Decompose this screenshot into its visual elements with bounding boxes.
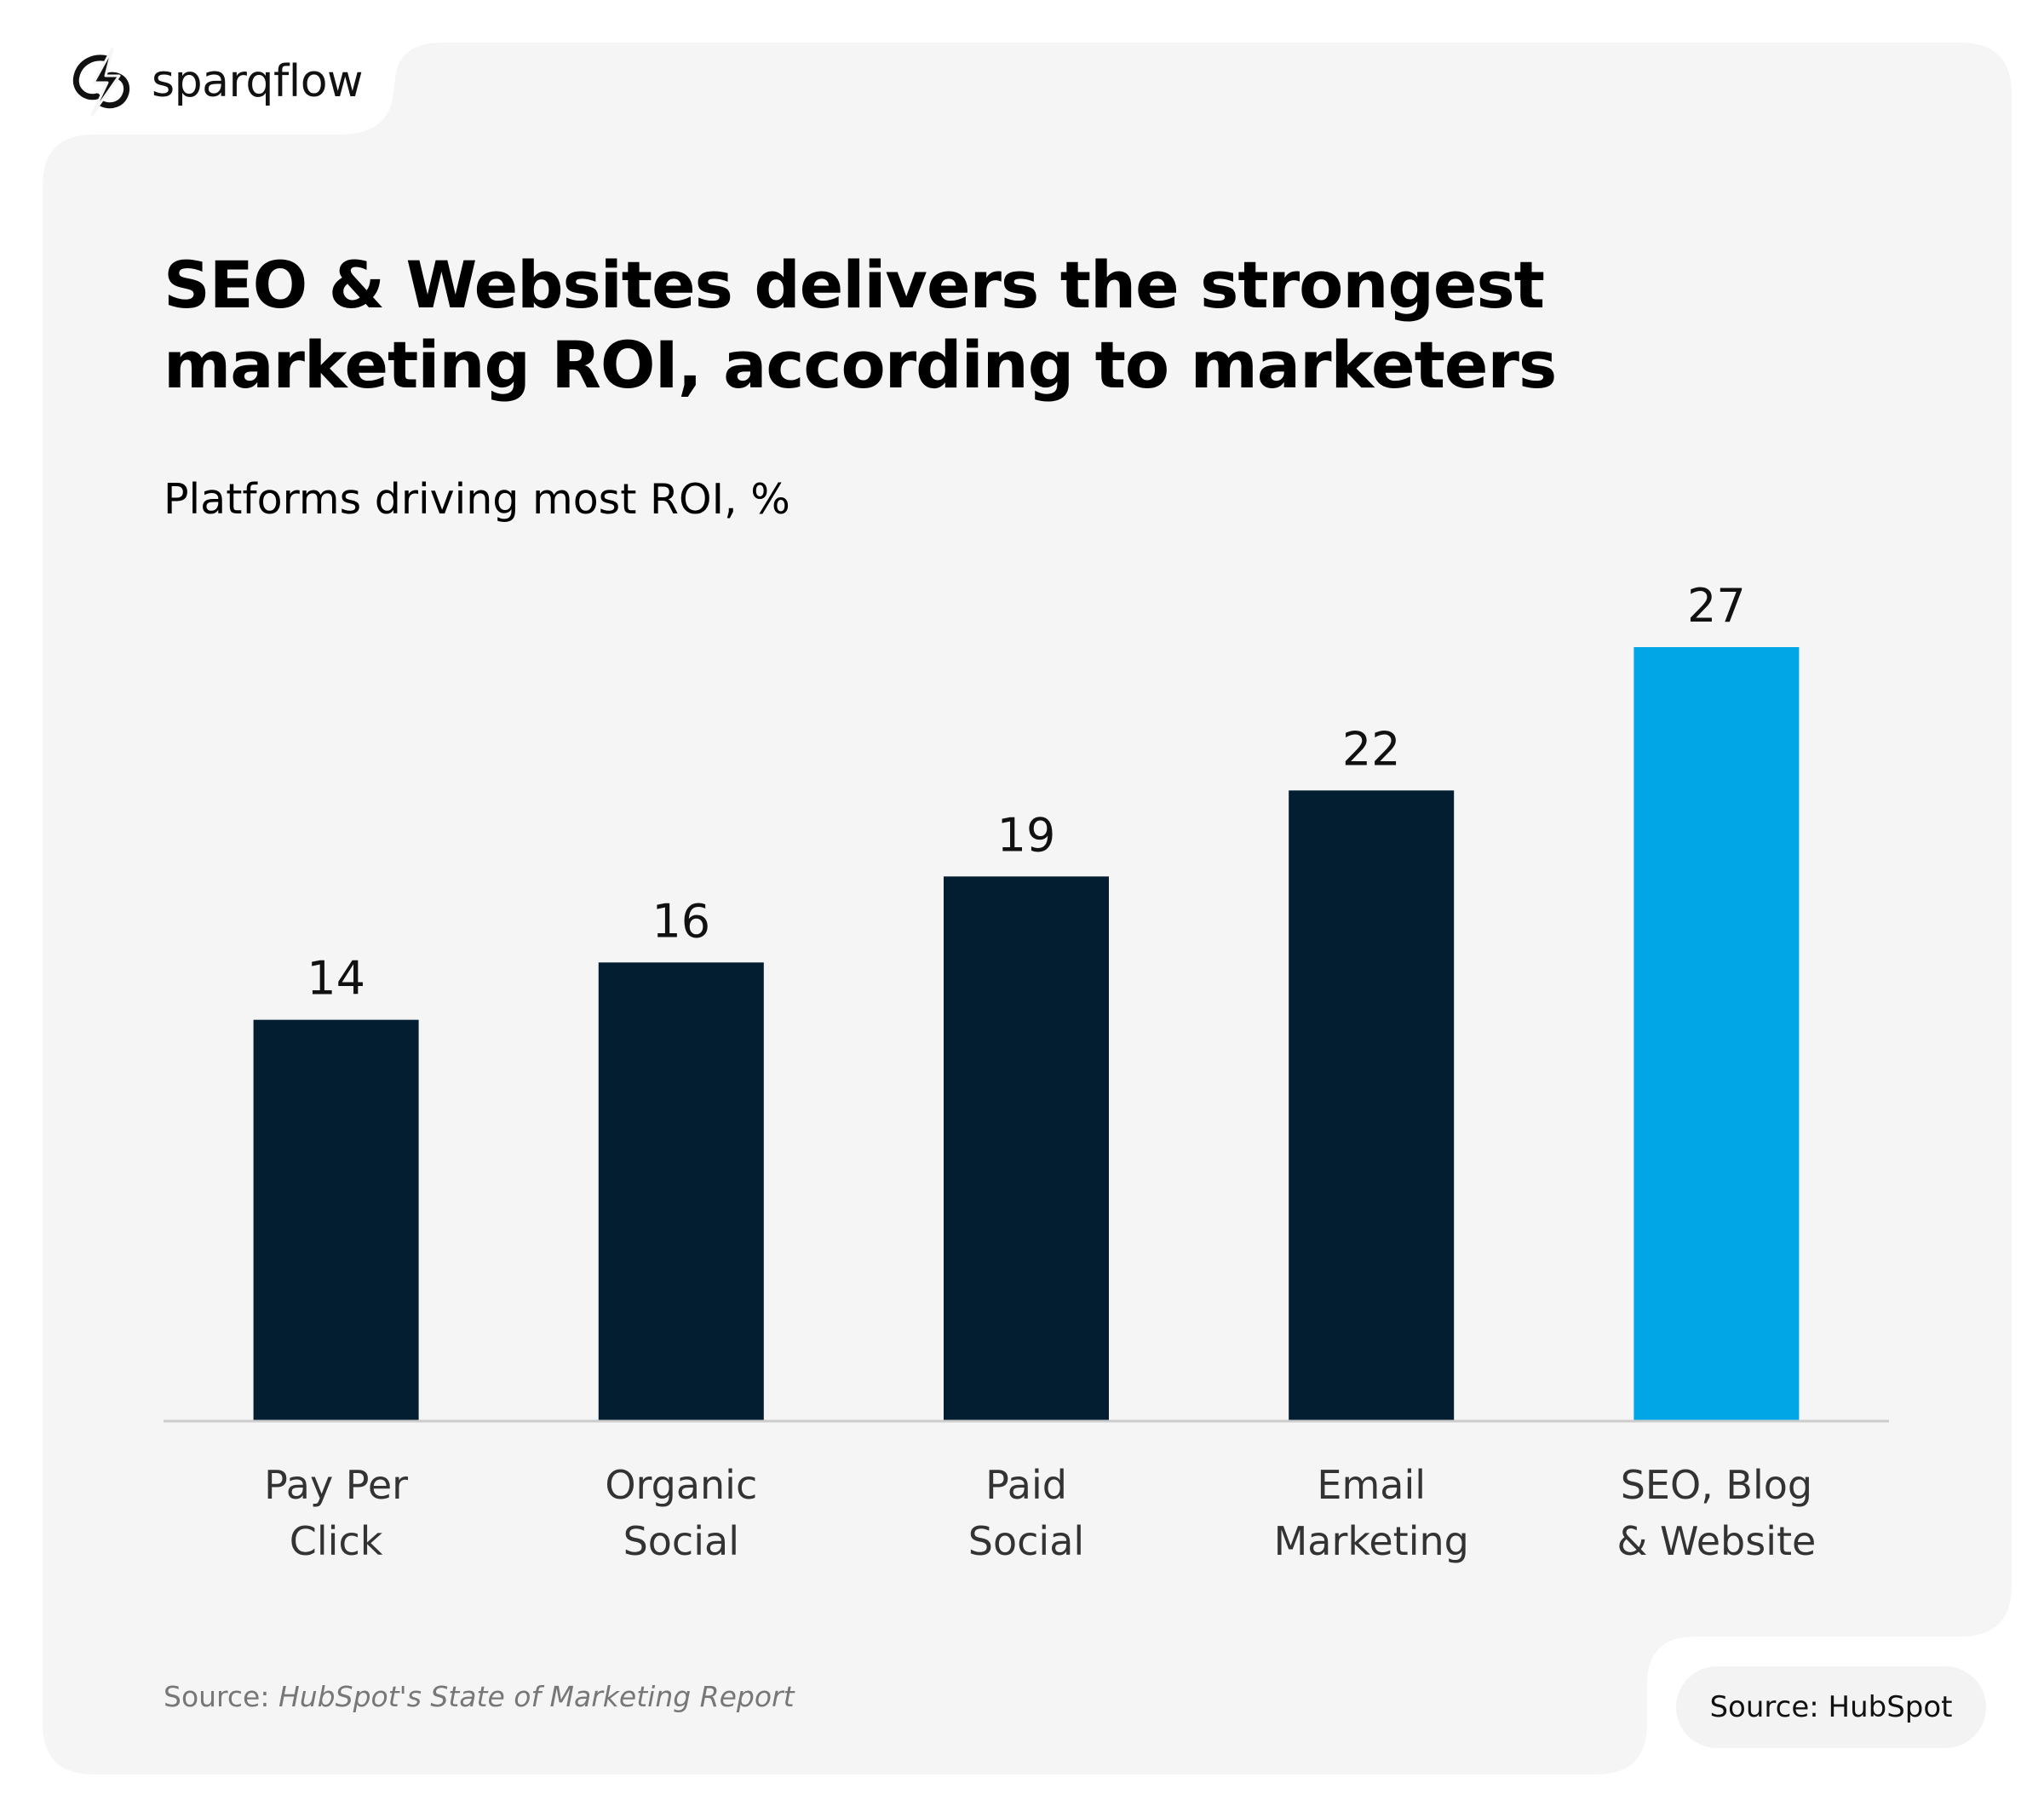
tick-label-3: Paid Social <box>968 1462 1084 1564</box>
bar-2 <box>598 962 764 1421</box>
source-prefix: Source: <box>164 1680 278 1713</box>
tick-label-1: Pay Per Click <box>264 1462 408 1564</box>
data-label-4: 22 <box>1342 722 1401 776</box>
tick-label-2: Organic Social <box>605 1462 757 1564</box>
bar-3 <box>944 876 1109 1421</box>
brand: sparqflow <box>63 41 364 123</box>
source-publication: HubSpot's State of Marketing Report <box>278 1680 795 1713</box>
data-label-1: 14 <box>307 952 365 1006</box>
sparqflow-bolt-logo-icon <box>72 47 130 117</box>
source-badge: Source: HubSpot <box>1676 1666 1986 1748</box>
data-label-2: 16 <box>652 894 710 948</box>
tick-label-5: SEO, Blog & Website <box>1616 1462 1816 1564</box>
bar-4 <box>1289 790 1455 1421</box>
tick-label-4: Email Marketing <box>1274 1462 1469 1564</box>
source-note: Source: HubSpot's State of Marketing Rep… <box>164 1680 795 1713</box>
bar-5 <box>1633 647 1800 1421</box>
brand-name: sparqflow <box>152 56 364 107</box>
chart-title: SEO & Websites delivers the strongest ma… <box>164 247 1557 403</box>
chart-subtitle: Platforms driving most ROI, % <box>164 475 790 524</box>
bar-1 <box>253 1019 419 1421</box>
data-label-3: 19 <box>997 808 1056 862</box>
data-label-5: 27 <box>1687 579 1746 633</box>
